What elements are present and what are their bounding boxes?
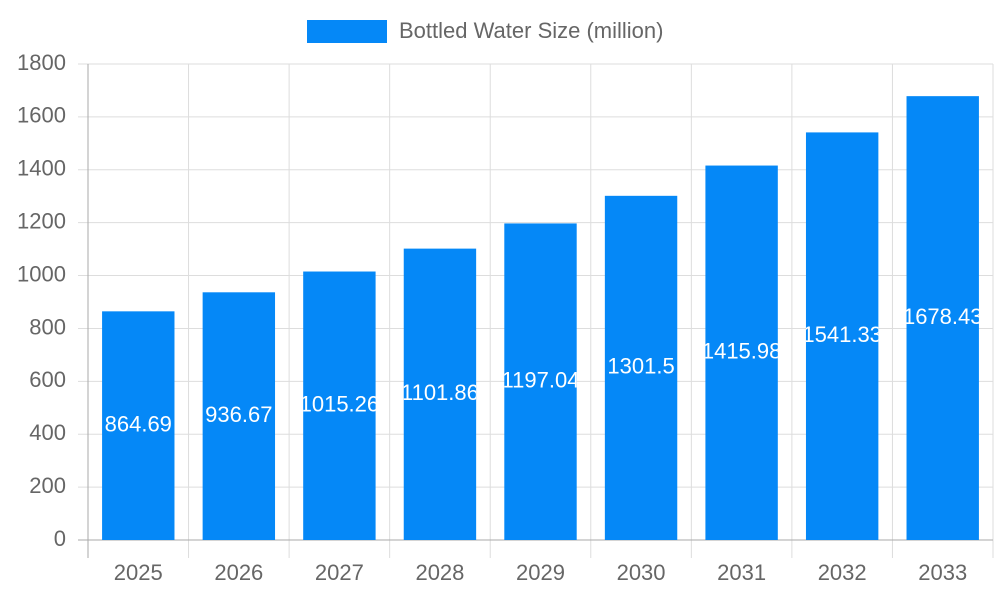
x-tick-label: 2026 [214,560,263,585]
x-tick-label: 2028 [415,560,464,585]
bar [202,292,276,540]
y-tick-label: 800 [29,314,66,339]
legend-label: Bottled Water Size (million) [399,18,663,43]
bar [604,195,678,540]
x-tick-label: 2031 [717,560,766,585]
data-label: 936.67 [205,402,272,427]
x-tick-label: 2030 [617,560,666,585]
y-tick-label: 0 [54,526,66,551]
data-label: 1678.43 [903,304,983,329]
data-label: 1415.98 [702,339,782,364]
bar [403,248,477,540]
x-tick-label: 2029 [516,560,565,585]
y-tick-label: 1400 [17,156,66,181]
data-label: 864.69 [105,411,172,436]
y-tick-label: 600 [29,367,66,392]
bar [303,271,376,540]
y-tick-label: 1600 [17,103,66,128]
data-label: 1197.04 [502,368,580,393]
bar [906,96,979,541]
y-tick-label: 1800 [17,50,66,75]
legend-swatch [307,20,387,43]
bar [504,223,577,541]
bar [805,132,879,540]
x-tick-label: 2032 [818,560,867,585]
x-tick-label: 2033 [918,560,967,585]
y-tick-label: 200 [29,473,66,498]
x-tick-label: 2027 [315,560,364,585]
data-label: 1541.33 [802,322,882,347]
x-tick-label: 2025 [114,560,163,585]
y-tick-label: 400 [29,420,66,445]
data-label: 1301.5 [607,354,674,379]
bar [102,311,175,540]
data-label: 1015.26 [300,392,380,417]
data-label: 1101.86 [401,380,479,405]
y-tick-label: 1200 [17,208,66,233]
bar [705,165,778,541]
y-tick-label: 1000 [17,261,66,286]
